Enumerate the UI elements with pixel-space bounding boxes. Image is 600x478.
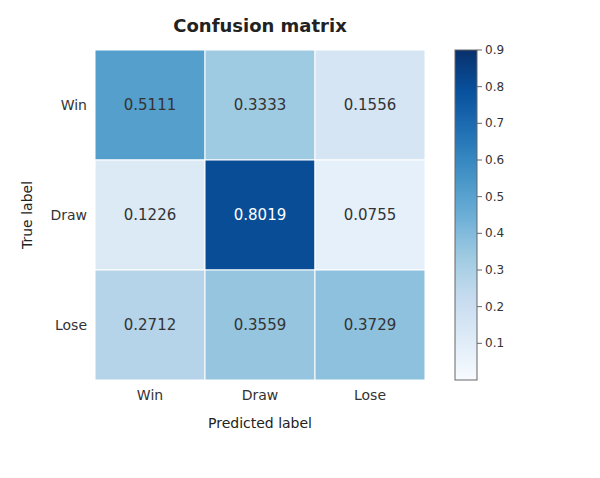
colorbar-tick <box>477 123 482 124</box>
colorbar-tick <box>477 50 482 51</box>
chart-container: Confusion matrix 0.5111 0.3333 0.1556 0.1226… <box>0 0 600 478</box>
colorbar-tick-label: 0.2 <box>485 300 504 314</box>
colorbar-tick-label: 0.1 <box>485 336 504 350</box>
chart-svg: Confusion matrix 0.5111 0.3333 0.1556 0.1226… <box>0 0 600 478</box>
cell-label: 0.3559 <box>234 316 287 334</box>
cell-label: 0.0755 <box>344 206 397 224</box>
x-axis-label: Predicted label <box>208 415 312 431</box>
colorbar-tick-label: 0.8 <box>485 80 504 94</box>
colorbar-tick-label: 0.4 <box>485 226 504 240</box>
heatmap-cell <box>95 160 205 270</box>
cell-label: 0.3333 <box>234 96 287 114</box>
colorbar: 0.1 0.2 0.3 0.4 0.5 0.6 0.7 0.8 0.9 <box>455 43 504 380</box>
cell-labels: 0.5111 0.3333 0.1556 0.1226 0.8019 0.0755 0.27… <box>124 96 397 334</box>
y-tick-label: Win <box>61 97 87 113</box>
colorbar-tick-label: 0.6 <box>485 153 504 167</box>
heatmap-cell <box>315 50 425 160</box>
cells <box>95 50 425 380</box>
heatmap-cell <box>95 50 205 160</box>
heatmap-cell <box>205 160 315 270</box>
cell-label: 0.3729 <box>344 316 397 334</box>
colorbar-tick <box>477 160 482 161</box>
heatmap-cell <box>315 160 425 270</box>
heatmap-cell <box>95 270 205 380</box>
colorbar-frame <box>455 50 477 380</box>
cell-label: 0.1556 <box>344 96 397 114</box>
heatmap-cell <box>205 270 315 380</box>
y-tick-label: Draw <box>50 207 87 223</box>
colorbar-tick <box>477 196 482 197</box>
heatmap-cell <box>205 50 315 160</box>
x-tick-label: Draw <box>242 387 279 403</box>
colorbar-tick-label: 0.9 <box>485 43 504 57</box>
colorbar-tick-label: 0.5 <box>485 190 504 204</box>
y-tick-label: Lose <box>55 317 87 333</box>
colorbar-tick <box>477 270 482 271</box>
chart-title: Confusion matrix <box>173 15 347 36</box>
colorbar-tick <box>477 86 482 87</box>
cell-label: 0.2712 <box>124 316 177 334</box>
colorbar-tick <box>477 306 482 307</box>
cell-label: 0.5111 <box>124 96 177 114</box>
heatmap-cell <box>315 270 425 380</box>
colorbar-tick-label: 0.7 <box>485 116 504 130</box>
colorbar-tick-label: 0.3 <box>485 263 504 277</box>
x-tick-label: Lose <box>354 387 386 403</box>
colorbar-tick <box>477 343 482 344</box>
axes: Win Win Draw Draw Lose Lose Predicted label Tru… <box>19 97 386 431</box>
cell-label: 0.1226 <box>124 206 177 224</box>
cell-label: 0.8019 <box>234 206 287 224</box>
colorbar-tick <box>477 233 482 234</box>
y-axis-label: True label <box>19 181 35 250</box>
x-tick-label: Win <box>137 387 163 403</box>
